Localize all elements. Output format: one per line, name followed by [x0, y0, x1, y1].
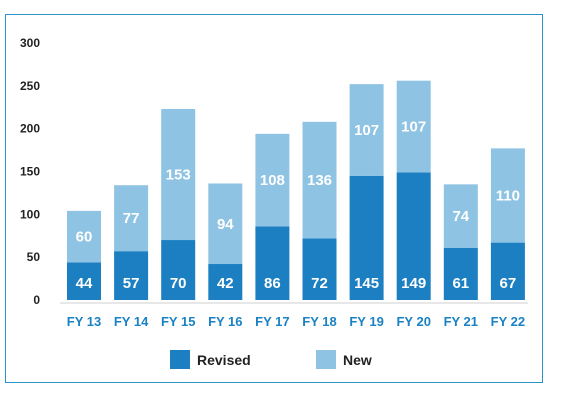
bar-revised — [255, 226, 290, 300]
data-label-new: 136 — [307, 172, 332, 189]
bar-revised — [302, 238, 337, 300]
data-label-revised: 145 — [354, 275, 379, 292]
bar-revised — [208, 264, 243, 300]
bar-revised — [114, 251, 149, 300]
x-tick-label: FY 20 — [396, 314, 430, 329]
data-label-revised: 86 — [264, 275, 281, 292]
legend-label-new: New — [343, 352, 372, 368]
data-label-revised: 72 — [311, 275, 328, 292]
x-tick-label: FY 21 — [444, 314, 478, 329]
bar-new — [208, 183, 243, 265]
y-tick-label: 150 — [20, 165, 40, 179]
bar-new — [349, 84, 384, 176]
x-tick-label: FY 14 — [114, 314, 149, 329]
data-label-revised: 70 — [170, 275, 187, 292]
data-label-revised: 149 — [401, 275, 426, 292]
y-tick-label: 0 — [33, 293, 40, 307]
data-label-new: 107 — [354, 122, 379, 139]
y-tick-label: 200 — [20, 122, 40, 136]
y-tick-label: 250 — [20, 79, 40, 93]
bar-revised — [443, 247, 478, 300]
bar-revised — [490, 242, 525, 300]
y-tick-label: 50 — [27, 250, 41, 264]
data-label-revised: 44 — [76, 275, 93, 292]
legend-swatch-new — [316, 350, 336, 369]
bar-revised — [161, 240, 196, 300]
data-label-new: 77 — [123, 210, 140, 227]
bar-revised — [67, 262, 101, 300]
data-label-revised: 57 — [123, 275, 140, 292]
data-label-revised: 61 — [452, 275, 469, 292]
bar-new — [161, 108, 196, 241]
x-tick-label: FY 19 — [349, 314, 383, 329]
x-tick-label: FY 17 — [255, 314, 289, 329]
bar-new — [255, 133, 290, 227]
x-tick-label: FY 16 — [208, 314, 242, 329]
bar-new — [302, 121, 337, 239]
bar-new — [67, 210, 101, 263]
bar-new — [396, 80, 431, 173]
y-tick-label: 300 — [20, 36, 40, 50]
x-tick-label: FY 15 — [161, 314, 195, 329]
data-label-new: 74 — [452, 208, 469, 225]
data-label-new: 108 — [260, 172, 285, 189]
data-label-new: 110 — [496, 187, 520, 204]
data-label-new: 94 — [217, 216, 234, 233]
data-label-revised: 42 — [217, 275, 234, 292]
x-tick-label: FY 18 — [302, 314, 336, 329]
legend-swatch-revised — [170, 350, 190, 369]
bar-new — [114, 185, 149, 252]
y-tick-label: 100 — [20, 207, 40, 221]
legend-label-revised: Revised — [197, 352, 251, 368]
bar-revised — [349, 175, 384, 300]
bar-new — [490, 148, 525, 243]
data-label-new: 153 — [166, 166, 191, 183]
data-label-revised: 67 — [500, 275, 517, 292]
bar-revised — [396, 172, 431, 300]
x-tick-label: FY 13 — [67, 314, 101, 329]
bar-new — [443, 184, 478, 248]
data-label-new: 60 — [76, 229, 93, 246]
x-tick-label: FY 22 — [491, 314, 525, 329]
data-label-new: 107 — [401, 119, 426, 136]
